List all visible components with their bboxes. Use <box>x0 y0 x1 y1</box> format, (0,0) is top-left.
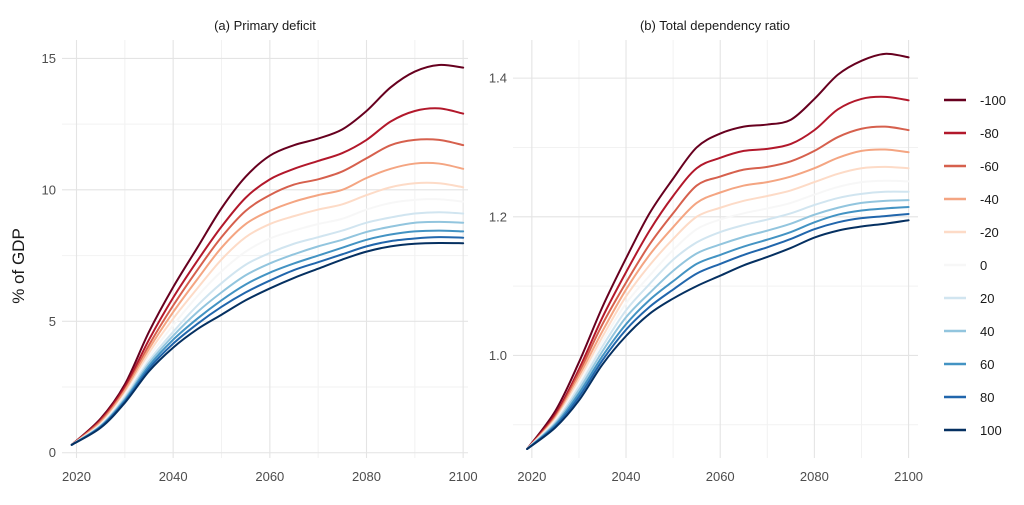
panel-primary-deficit: (a) Primary deficit 2020 2040 2060 2080 2100 0… <box>42 18 478 484</box>
legend-label: 100 <box>980 423 1002 438</box>
x-tick-label: 2100 <box>894 469 923 484</box>
series-line--80 <box>526 95 910 450</box>
series-line--100 <box>526 52 910 450</box>
series-line--60 <box>526 125 910 450</box>
legend-label: 40 <box>980 324 994 339</box>
legend-label: -80 <box>980 126 999 141</box>
x-tick-label: 2100 <box>449 469 478 484</box>
series-line-40 <box>70 220 465 446</box>
series-line-20 <box>70 211 465 446</box>
legend-label: 60 <box>980 357 994 372</box>
x-tick-label: 2040 <box>612 469 641 484</box>
panel-title-a: (a) Primary deficit <box>214 18 316 33</box>
x-tick-label: 2020 <box>517 469 546 484</box>
panel-total-dependency-ratio: (b) Total dependency ratio 2020 2040 2060 20… <box>489 18 923 484</box>
legend: -100 -80 -60 -40 -20 0 20 40 60 80 100 <box>944 93 1006 438</box>
x-tick-label: 2040 <box>159 469 188 484</box>
series-line--100 <box>70 63 465 446</box>
series-line--20 <box>526 165 910 450</box>
y-tick-label: 5 <box>49 314 56 329</box>
series-line-0 <box>526 179 910 450</box>
y-axis-title: % of GDP <box>9 228 28 304</box>
series-line-60 <box>70 229 465 446</box>
legend-label: -60 <box>980 159 999 174</box>
y-tick-label: 1.0 <box>489 348 507 363</box>
legend-label: -20 <box>980 225 999 240</box>
legend-label: 20 <box>980 291 994 306</box>
series-line--60 <box>70 138 465 446</box>
series-line--20 <box>70 181 465 446</box>
series-line-0 <box>70 198 465 446</box>
y-tick-label: 0 <box>49 445 56 460</box>
series-line-60 <box>526 206 910 450</box>
series-line-80 <box>70 236 465 446</box>
x-tick-label: 2080 <box>800 469 829 484</box>
series-line-100 <box>70 241 465 446</box>
y-tick-label: 1.4 <box>489 71 507 86</box>
legend-label: -40 <box>980 192 999 207</box>
series-line-100 <box>526 219 910 450</box>
series-line--80 <box>70 107 465 446</box>
series-line-20 <box>526 190 910 450</box>
x-tick-label: 2080 <box>352 469 381 484</box>
legend-label: 80 <box>980 390 994 405</box>
x-tick-label: 2060 <box>706 469 735 484</box>
y-tick-label: 1.2 <box>489 209 507 224</box>
series-line--40 <box>526 148 910 450</box>
series-line--40 <box>70 161 465 446</box>
legend-label: -100 <box>980 93 1006 108</box>
series-line-40 <box>526 199 910 450</box>
panel-title-b: (b) Total dependency ratio <box>640 18 790 33</box>
y-tick-label: 10 <box>42 182 56 197</box>
series-line-80 <box>526 212 910 450</box>
y-tick-label: 15 <box>42 51 56 66</box>
legend-label: 0 <box>980 258 987 273</box>
x-tick-label: 2020 <box>62 469 91 484</box>
x-tick-label: 2060 <box>255 469 284 484</box>
